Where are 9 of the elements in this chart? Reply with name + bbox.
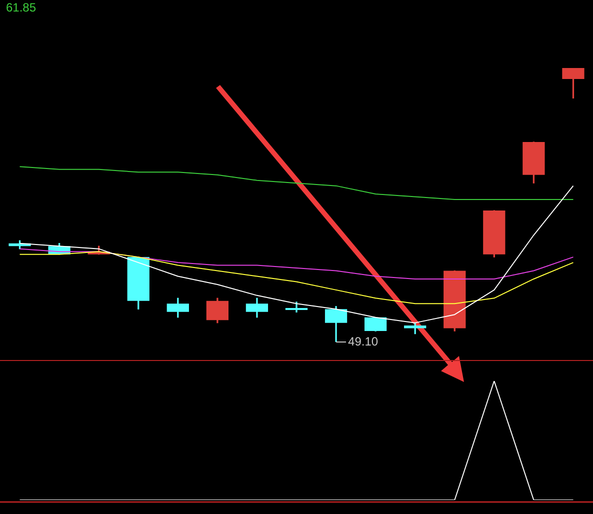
candlestick <box>364 317 387 332</box>
candlestick <box>206 298 229 324</box>
candlestick <box>246 298 268 318</box>
text: 61.85 <box>6 0 36 14</box>
annotation: 49.10 <box>348 334 378 348</box>
candlestick <box>522 142 545 184</box>
candlestick <box>483 210 506 258</box>
candlestick <box>562 68 584 98</box>
candlestick <box>285 302 308 312</box>
